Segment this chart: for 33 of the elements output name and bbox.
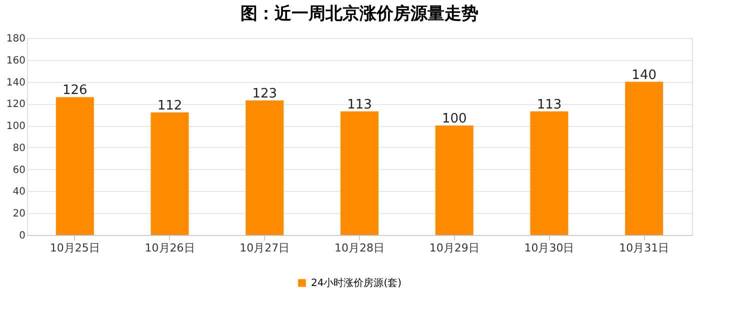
y-tick-label: 120: [6, 99, 26, 110]
data-label: 126: [62, 83, 88, 98]
bar: [625, 82, 664, 235]
y-tick-label: 80: [12, 142, 26, 154]
y-tick-label: 140: [6, 77, 26, 88]
y-tick-label: 160: [6, 55, 26, 66]
y-tick-label: 40: [12, 186, 26, 198]
bar: [56, 97, 94, 235]
data-label: 123: [252, 86, 278, 102]
data-label: 113: [347, 97, 372, 112]
data-label: 112: [157, 98, 182, 114]
y-tick-label: 100: [6, 121, 26, 132]
data-label: 140: [632, 68, 657, 83]
x-tick-label: 10月25日: [50, 242, 100, 254]
x-tick-label: 10月26日: [144, 242, 195, 254]
bar: [150, 112, 189, 235]
bar: [340, 111, 378, 235]
data-label: 113: [536, 97, 562, 112]
x-tick-label: 10月30日: [524, 242, 574, 254]
bar: [246, 100, 284, 235]
x-tick-label: 10月31日: [619, 242, 670, 254]
y-tick-label: 60: [12, 164, 26, 176]
legend-label: 24小时涨价房源(套): [311, 277, 402, 289]
data-label: 100: [442, 112, 467, 127]
chart-title: 图：近一周北京涨价房源量走势: [240, 4, 478, 24]
x-tick-label: 10月27日: [240, 242, 290, 254]
bar: [530, 111, 568, 235]
y-tick-label: 20: [12, 208, 26, 220]
bar: [435, 126, 474, 235]
y-tick-label: 0: [19, 230, 26, 242]
x-tick-label: 10月29日: [429, 242, 480, 254]
x-tick-label: 10月28日: [334, 242, 384, 254]
y-tick-label: 180: [6, 34, 26, 44]
